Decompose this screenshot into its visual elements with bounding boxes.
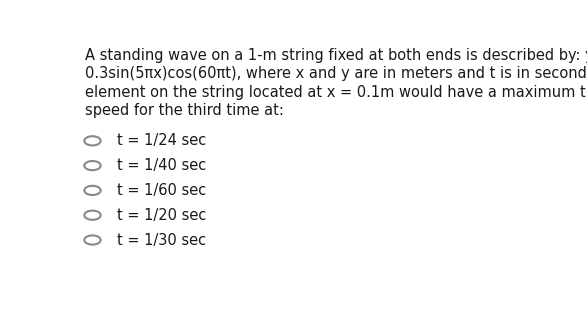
Text: A standing wave on a 1-m string fixed at both ends is described by: y(x,t) =: A standing wave on a 1-m string fixed at… — [85, 47, 587, 62]
Text: 0.3sin(5πx)cos(60πt), where x and y are in meters and t is in seconds. An: 0.3sin(5πx)cos(60πt), where x and y are … — [85, 66, 587, 81]
Text: t = 1/20 sec: t = 1/20 sec — [117, 208, 206, 223]
Text: speed for the third time at:: speed for the third time at: — [85, 104, 284, 119]
Text: t = 1/40 sec: t = 1/40 sec — [117, 158, 206, 173]
Text: t = 1/60 sec: t = 1/60 sec — [117, 183, 206, 198]
Text: t = 1/30 sec: t = 1/30 sec — [117, 232, 205, 248]
Text: t = 1/24 sec: t = 1/24 sec — [117, 133, 206, 148]
Text: element on the string located at x = 0.1m would have a maximum transverse: element on the string located at x = 0.1… — [85, 85, 587, 100]
